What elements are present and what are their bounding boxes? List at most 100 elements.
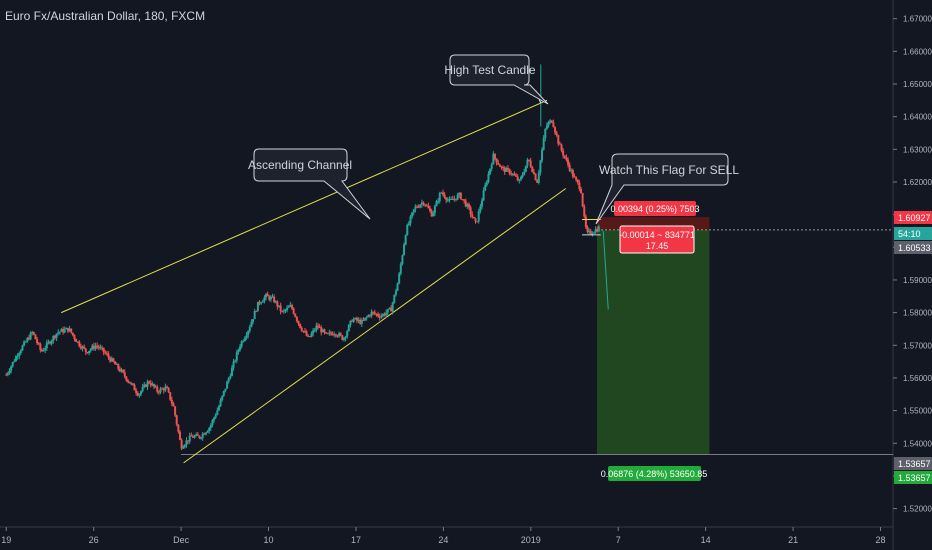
candle-body xyxy=(396,283,399,291)
candle-body xyxy=(269,297,272,300)
candle-body xyxy=(555,132,558,136)
candle-body xyxy=(156,386,159,392)
candle-body xyxy=(315,325,318,331)
candle-body xyxy=(537,172,540,183)
candle-body xyxy=(174,406,177,416)
target-label[interactable]: 0.06876 (4.28%) 53650.85 xyxy=(601,466,708,481)
candle-body xyxy=(567,159,570,165)
price-tick-label: 1.58000 xyxy=(903,309,932,318)
candle-body xyxy=(552,122,555,128)
candle-body xyxy=(529,160,532,168)
candle-body xyxy=(545,125,548,129)
candle-body xyxy=(435,201,438,207)
candle-body xyxy=(464,200,467,207)
candle-body xyxy=(420,202,423,205)
candle-body xyxy=(427,205,430,209)
badge-text: 1.53657 xyxy=(898,459,931,469)
stop-label-box xyxy=(614,201,696,216)
candle-body xyxy=(490,164,493,169)
candle-body xyxy=(307,335,310,337)
candle-body xyxy=(232,361,235,368)
candle-body xyxy=(57,332,60,334)
candle-body xyxy=(300,327,303,331)
candle-body xyxy=(442,192,445,195)
candle-body xyxy=(102,347,105,353)
candle-body xyxy=(344,336,347,339)
callout-flag[interactable]: Watch This Flag For SELL xyxy=(595,153,739,225)
candle-body xyxy=(250,321,253,328)
candle-body xyxy=(430,210,433,217)
candle-body xyxy=(268,296,271,300)
candle-body xyxy=(295,316,298,321)
candle-body xyxy=(94,345,97,349)
candle-body xyxy=(429,208,432,211)
candle-body xyxy=(234,360,237,362)
candle-body xyxy=(165,386,168,389)
candle-body xyxy=(524,165,527,172)
current-label[interactable]: -0.00014 ~ 834771 17.45 xyxy=(619,225,695,254)
candle-body xyxy=(34,334,37,340)
candle-body xyxy=(531,167,534,173)
candle-body xyxy=(8,370,11,374)
candle-body xyxy=(406,224,409,236)
candle-body xyxy=(45,342,48,349)
candle-body xyxy=(461,199,464,201)
time-tick-label: 26 xyxy=(89,535,99,545)
target-label-box xyxy=(608,466,701,481)
candle-body xyxy=(493,153,496,159)
candle-body xyxy=(364,317,367,321)
candle-body xyxy=(368,315,371,317)
candle-body xyxy=(239,346,242,350)
candle-body xyxy=(114,361,117,365)
candle-body xyxy=(10,366,13,371)
callout-high-test[interactable]: High Test Candle xyxy=(444,54,549,105)
ascending-channel[interactable] xyxy=(60,99,567,464)
candle-body xyxy=(182,447,185,449)
candle-body xyxy=(133,384,136,391)
time-tick-labels: 19 26 Dec 10 17 24 2019 7 14 21 28 xyxy=(1,527,886,545)
candle-body xyxy=(326,333,329,335)
candle-body xyxy=(305,331,308,336)
candle-body xyxy=(489,168,492,174)
candle-body xyxy=(243,337,246,341)
candle-body xyxy=(120,369,123,372)
candle-body xyxy=(573,176,576,178)
time-tick-label: 24 xyxy=(438,535,448,545)
candle-body xyxy=(195,434,198,437)
badge-text: 54:10 xyxy=(898,229,921,239)
candle-body xyxy=(523,171,526,175)
candle-body xyxy=(542,138,545,150)
candle-body xyxy=(66,327,69,332)
candle-body xyxy=(563,155,566,158)
candle-body xyxy=(360,320,363,324)
candle-body xyxy=(578,182,581,189)
candle-body xyxy=(281,311,284,313)
candle-body xyxy=(450,198,453,200)
candle-body xyxy=(148,381,151,383)
candle-body xyxy=(97,346,100,349)
candle-body xyxy=(303,331,306,333)
candle-body xyxy=(312,330,315,334)
candle-body xyxy=(193,436,196,438)
candle-body xyxy=(53,335,56,338)
candle-body xyxy=(591,233,594,235)
candle-body xyxy=(477,211,480,222)
candle-body xyxy=(518,179,521,181)
candle-body xyxy=(597,226,600,232)
stop-label[interactable]: 0.00394 (0.25%) 7503 xyxy=(610,201,700,216)
candle-body xyxy=(216,410,219,416)
candle-body xyxy=(5,374,8,376)
axis-badge-stop: 1.60927 xyxy=(894,211,932,224)
badge-text: 1.53657 xyxy=(898,473,931,483)
candle-body xyxy=(329,332,332,334)
candle-body xyxy=(255,311,258,313)
candle-body xyxy=(403,244,406,256)
time-axis[interactable]: 19 26 Dec 10 17 24 2019 7 14 21 28 xyxy=(0,526,893,545)
candle-body xyxy=(393,294,396,303)
stop-label-text: 0.00394 (0.25%) 7503 xyxy=(610,204,699,214)
callout-channel[interactable]: Ascending Channel xyxy=(248,148,371,220)
target-zone xyxy=(596,229,710,455)
candle-body xyxy=(196,434,199,436)
candle-body xyxy=(149,382,152,386)
